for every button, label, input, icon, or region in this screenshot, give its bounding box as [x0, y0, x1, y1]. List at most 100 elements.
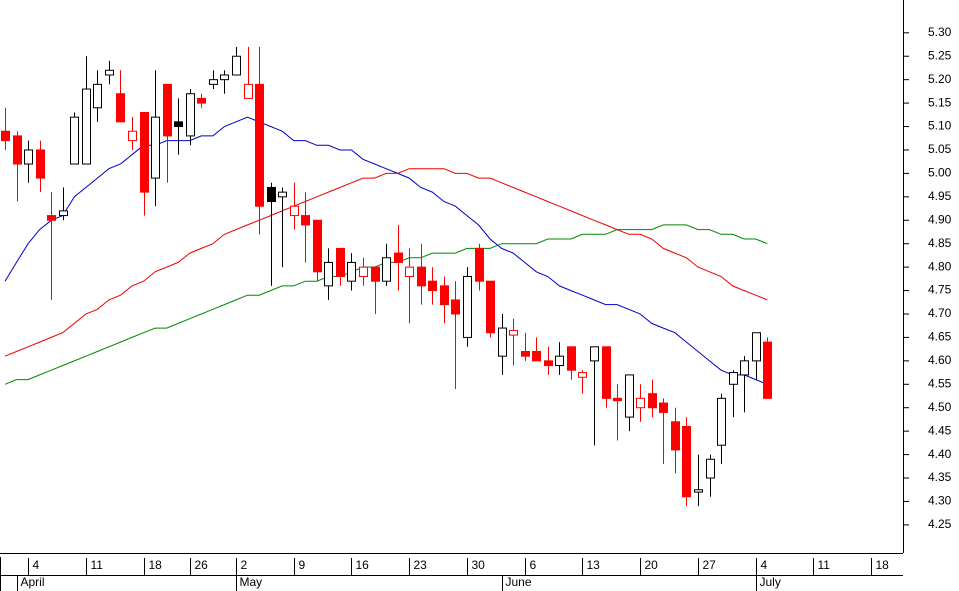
candle-body [267, 186, 276, 203]
candle-body [116, 93, 125, 123]
moving-average-line [4, 168, 768, 357]
candle-body [475, 247, 484, 282]
candle-body [255, 83, 264, 207]
x-tick-label: 23 [414, 558, 428, 572]
candle-body [405, 266, 414, 277]
y-tick-label: 4.85 [928, 236, 952, 250]
candle-body [752, 332, 761, 362]
y-tick-label: 4.65 [928, 330, 952, 344]
x-tick-label: 20 [645, 558, 659, 572]
x-tick-label: 16 [356, 558, 370, 572]
candle-body [36, 149, 45, 179]
candle-body [59, 210, 68, 217]
y-tick-label: 4.90 [928, 212, 952, 226]
candle-body [521, 350, 530, 357]
candle-body [13, 135, 22, 165]
y-tick-label: 4.40 [928, 447, 952, 461]
y-tick-label: 4.70 [928, 306, 952, 320]
candle-body [555, 355, 564, 367]
candle-body [636, 397, 645, 409]
candle-body [347, 261, 356, 282]
candle-body [440, 285, 449, 306]
candle-body [578, 372, 587, 378]
candle-body [544, 360, 553, 367]
x-tick-label: 4 [33, 558, 40, 572]
candle-body [1, 130, 10, 142]
candle-body [671, 421, 680, 451]
x-tick-label: 18 [876, 558, 890, 572]
candle-body [659, 402, 668, 413]
candle-body [717, 397, 726, 446]
x-tick-label: 2 [241, 558, 248, 572]
y-tick-label: 5.15 [928, 95, 952, 109]
candle-body [278, 191, 287, 198]
x-tick-label: 11 [91, 558, 104, 572]
month-label: May [240, 575, 263, 589]
x-tick-label: 4 [761, 558, 768, 572]
y-tick-label: 4.60 [928, 353, 952, 367]
y-tick-label: 5.20 [928, 72, 952, 86]
candle-body [625, 374, 634, 418]
y-tick-label: 4.55 [928, 376, 952, 390]
candle-body [371, 266, 380, 282]
moving-average-line [4, 116, 768, 385]
candle-body [93, 83, 102, 109]
candle-body [613, 397, 622, 402]
y-tick-label: 5.05 [928, 142, 952, 156]
y-tick-label: 4.50 [928, 400, 952, 414]
y-tick-label: 5.00 [928, 166, 952, 180]
candle-body [174, 121, 183, 128]
month-label: June [506, 575, 532, 589]
candle-body [694, 489, 703, 493]
candle-body [567, 346, 576, 371]
candle-body [590, 346, 599, 362]
candle-body [232, 55, 241, 76]
candle-body [417, 266, 426, 287]
candle-body [209, 79, 218, 85]
candle-body [763, 341, 772, 399]
candle-body [486, 280, 495, 334]
y-tick-label: 4.30 [928, 494, 952, 508]
y-tick-label: 4.75 [928, 283, 952, 297]
y-tick-label: 4.25 [928, 517, 952, 531]
y-tick-label: 4.35 [928, 470, 952, 484]
candle-body [313, 219, 322, 273]
y-tick-label: 4.80 [928, 259, 952, 273]
x-tick-label: 13 [587, 558, 601, 572]
candle-body [301, 215, 310, 226]
candle-body [151, 116, 160, 179]
x-tick-label: 26 [195, 558, 209, 572]
candle-body [682, 425, 691, 498]
candle-body [128, 130, 137, 142]
candle-body [186, 93, 195, 137]
candle-body [740, 360, 749, 376]
candle-body [532, 350, 541, 362]
candle-body [220, 74, 229, 81]
candle-body [706, 458, 715, 479]
candle-body [729, 372, 738, 385]
candle-body [509, 329, 518, 336]
x-tick-label: 9 [299, 558, 306, 572]
candle-body [163, 83, 172, 137]
candle-body [602, 346, 611, 399]
y-tick-label: 5.30 [928, 25, 952, 39]
month-label: April [21, 575, 45, 589]
candle-body [394, 252, 403, 263]
candle-body [197, 97, 206, 104]
candle-body [105, 69, 114, 76]
candle-body [24, 149, 33, 165]
y-tick-label: 5.25 [928, 48, 952, 62]
candle-body [290, 205, 299, 217]
candle-body [463, 276, 472, 338]
x-tick-label: 11 [818, 558, 831, 572]
candle-body [648, 393, 657, 409]
x-tick-label: 30 [472, 558, 486, 572]
month-label: July [760, 575, 781, 589]
y-tick-label: 4.45 [928, 423, 952, 437]
x-tick-label: 27 [703, 558, 717, 572]
candle-body [382, 257, 391, 282]
candle-body [359, 266, 368, 277]
x-tick-label: 18 [149, 558, 163, 572]
y-tick-label: 4.95 [928, 189, 952, 203]
